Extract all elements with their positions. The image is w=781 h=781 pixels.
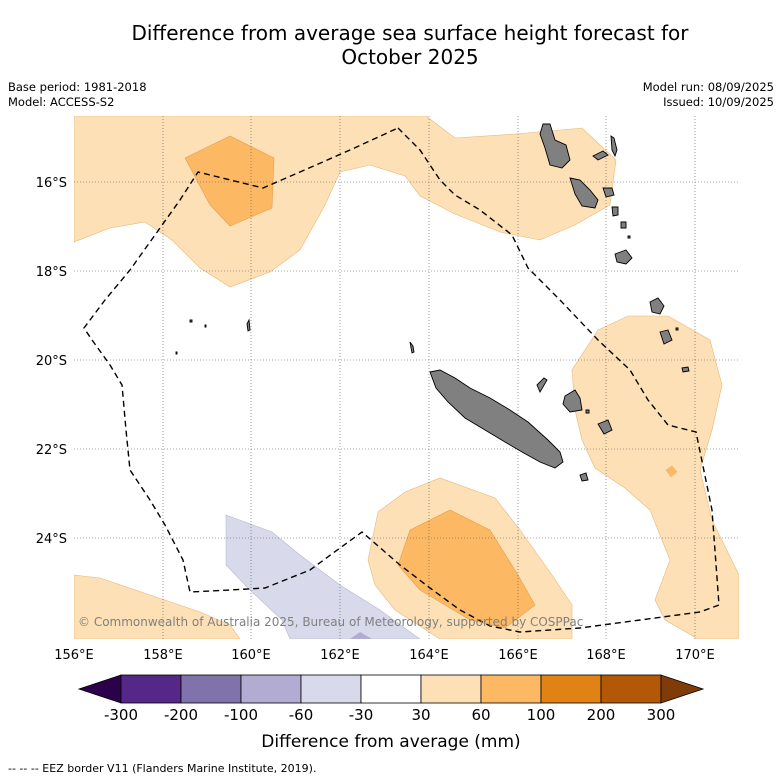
metadata-left: Base period: 1981-2018 Model: ACCESS-S2 [8, 80, 147, 110]
eez-border [83, 127, 720, 633]
contour-30-60-small-island [665, 465, 678, 478]
colorbar-ticks: -300 -200 -100 -60 -30 30 60 100 200 300 [104, 706, 675, 724]
ouvea [536, 377, 548, 393]
tanna [659, 329, 673, 345]
ambrym [602, 187, 615, 198]
belep-islands [409, 341, 415, 354]
lon-label: 170°E [675, 648, 715, 663]
issued-label: Issued: 10/09/2025 [663, 95, 774, 109]
chart-title-line-2: October 2025 [341, 45, 479, 69]
colorbar-segment [360, 674, 422, 704]
lat-label: 22°S [36, 443, 67, 458]
new-caledonia-mainland [429, 369, 564, 469]
colorbar-tick-label: -200 [164, 706, 198, 724]
model-run-label: Model run: 08/09/2025 [642, 80, 774, 94]
anomaly-contours [74, 116, 739, 639]
shepherd-islands [620, 221, 627, 229]
colorbar-tick-label: -100 [224, 706, 258, 724]
efate [614, 249, 633, 265]
contour-60-100-north [184, 135, 275, 227]
small-islet-4 [627, 235, 631, 239]
colorbar-segment [540, 674, 602, 704]
colorbar-segment [600, 674, 662, 704]
colorbar-extend-high [660, 674, 705, 704]
colorbar-tick-label: -60 [289, 706, 314, 724]
latitude-labels: 16°S 18°S 20°S 22°S 24°S [36, 176, 67, 547]
erromango [649, 297, 665, 315]
lon-label: 158°E [143, 648, 183, 663]
metadata-right: Model run: 08/09/2025 Issued: 10/09/2025 [643, 80, 774, 110]
colorbar-tick-label: 300 [647, 706, 676, 724]
small-islet-5 [675, 327, 679, 331]
contour-60-100-south [397, 509, 536, 629]
colorbar-segment [480, 674, 542, 704]
contour-neg30-neg60 [225, 514, 421, 639]
ambae [592, 150, 609, 161]
tiga [585, 409, 590, 414]
lon-label: 168°E [586, 648, 626, 663]
colorbar-segment [300, 674, 362, 704]
lon-label: 156°E [54, 648, 94, 663]
eez-legend-note: -- -- -- EEZ border V11 (Flanders Marine… [8, 762, 317, 775]
lifou [562, 389, 583, 413]
model-label: Model: ACCESS-S2 [8, 95, 115, 109]
lat-label: 20°S [36, 354, 67, 369]
colorbar-title: Difference from average (mm) [261, 732, 520, 752]
colorbar-tick-label: 200 [587, 706, 616, 724]
land-masses [175, 123, 690, 482]
small-islet-2 [204, 324, 207, 328]
colorbar-tick-label: 30 [411, 706, 430, 724]
contour-neg60-neg100 [350, 632, 372, 639]
colorbar-tick-label: -300 [104, 706, 138, 724]
isle-of-pines [579, 472, 589, 482]
small-islet-1 [189, 319, 193, 323]
colorbar-tick-label: 100 [527, 706, 556, 724]
colorbar-extend-low [77, 674, 122, 704]
lat-label: 24°S [36, 532, 67, 547]
chesterfield-reef [246, 318, 251, 332]
graticule [74, 116, 739, 639]
epi [611, 206, 619, 217]
lon-label: 160°E [231, 648, 271, 663]
espiritu-santo [539, 123, 571, 169]
base-period-label: Base period: 1981-2018 [8, 80, 147, 94]
lon-label: 164°E [409, 648, 449, 663]
lon-label: 166°E [498, 648, 538, 663]
aneityum [681, 366, 690, 373]
lon-label: 162°E [320, 648, 360, 663]
lat-label: 18°S [36, 265, 67, 280]
colorbar-tick-label: 60 [471, 706, 490, 724]
chart-title-line-1: Difference from average sea surface heig… [131, 21, 689, 45]
malekula [569, 177, 599, 209]
colorbar-segment [240, 674, 302, 704]
colorbar [77, 674, 705, 704]
colorbar-tick-label: -30 [349, 706, 374, 724]
contour-30-60-east [571, 315, 739, 639]
small-islet-3 [175, 351, 178, 355]
longitude-labels: 156°E 158°E 160°E 162°E 164°E 166°E 168°… [54, 648, 715, 663]
lat-label: 16°S [36, 176, 67, 191]
contour-30-60-southwest [74, 574, 241, 639]
colorbar-segment [420, 674, 482, 704]
colorbar-segment [120, 674, 182, 704]
maewo-pentecost [610, 135, 618, 158]
mare [597, 419, 613, 435]
copyright-notice: © Commonwealth of Australia 2025, Bureau… [78, 615, 583, 629]
colorbar-segment [180, 674, 242, 704]
